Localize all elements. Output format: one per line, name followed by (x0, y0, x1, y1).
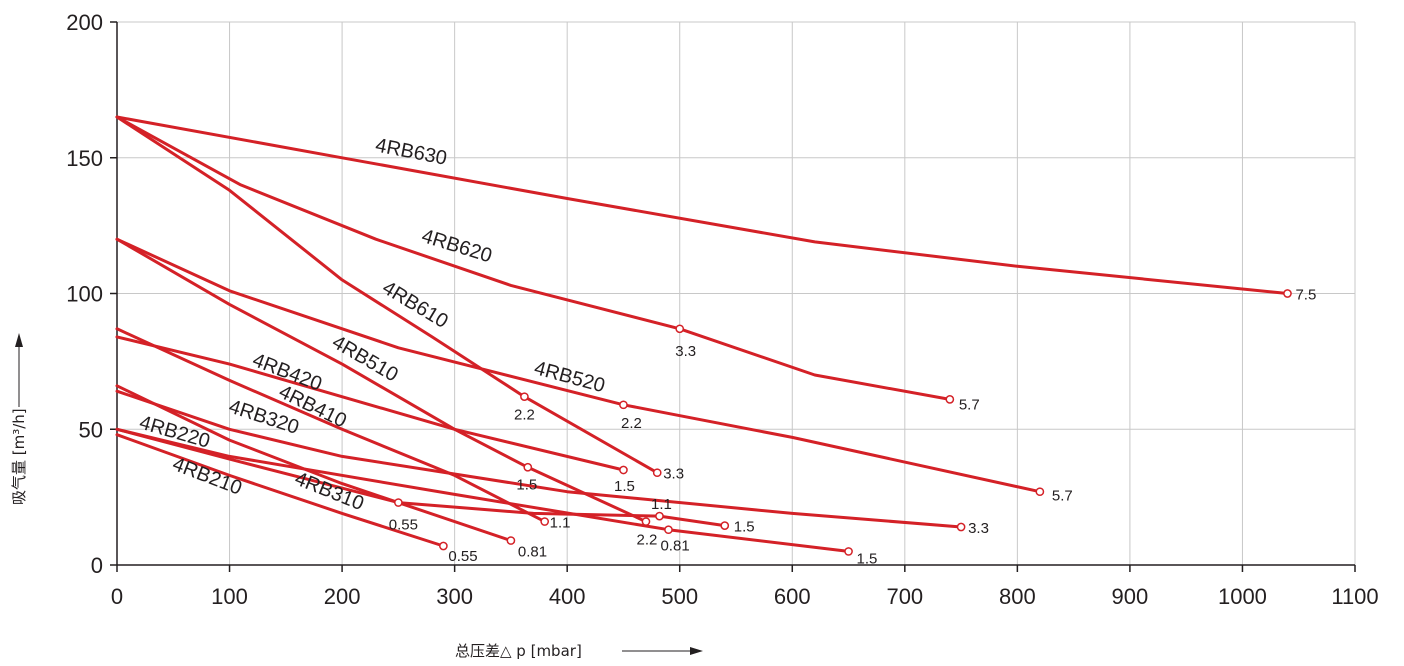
data-point-label: 2.2 (621, 415, 642, 432)
y-tick-label: 0 (91, 553, 103, 578)
data-point-marker (956, 522, 966, 532)
x-tick-label: 200 (324, 584, 361, 609)
x-tick-label: 1100 (1331, 584, 1378, 609)
y-axis-title-group: 吸气量 [m³/h] (10, 333, 28, 505)
data-point-label: 2.2 (637, 532, 658, 549)
y-axis-arrow-head (15, 333, 23, 347)
data-point-marker (540, 517, 550, 526)
series-line-4RB610 (115, 115, 659, 475)
series-line-4RB320 (115, 389, 963, 529)
series-line-4RB220 (115, 427, 727, 528)
x-axis-title: 总压差△ p [mbar] (455, 642, 582, 660)
data-point-label: 1.5 (516, 476, 537, 493)
data-point-marker (945, 395, 955, 404)
data-point-marker (664, 525, 673, 535)
x-tick-label: 100 (211, 584, 248, 609)
data-point-marker (1035, 487, 1045, 497)
data-point-label: 3.3 (675, 343, 696, 360)
x-axis-arrow-head (690, 647, 703, 655)
data-point-marker (619, 400, 628, 410)
data-point-marker (652, 468, 662, 478)
data-point-marker (520, 392, 529, 402)
data-point-marker (506, 536, 516, 545)
data-point-label: 2.2 (514, 407, 535, 424)
data-point-label: 1.5 (614, 478, 635, 495)
x-tick-label: 600 (774, 584, 811, 609)
tick-labels: 0 100 200 300 400 500 600 700 800 900 1000 1100 0 50 1… (66, 10, 1378, 609)
x-tick-label: 700 (886, 584, 923, 609)
data-point-label: 3.3 (663, 466, 684, 483)
series-line-4RB310 (115, 384, 513, 543)
data-point-label: 7.5 (1295, 287, 1316, 304)
data-point-label: 1.5 (857, 550, 878, 567)
data-point-label: 0.55 (448, 548, 477, 565)
series-line-4RB510 (115, 237, 648, 524)
data-point-marker (655, 511, 664, 521)
x-tick-label: 800 (999, 584, 1036, 609)
axes (110, 21, 1356, 572)
data-point-label: 1.1 (550, 515, 571, 532)
data-point-label: 0.81 (518, 544, 547, 561)
y-tick-label: 150 (66, 146, 103, 171)
x-tick-label: 0 (111, 584, 123, 609)
series-label: 4RB620 (419, 225, 495, 267)
series-line-4RB630 (115, 115, 1289, 295)
series-line-unnamed (115, 427, 850, 553)
data-point-marker (1283, 289, 1292, 298)
x-tick-label: 400 (549, 584, 586, 609)
data-point-marker (641, 517, 651, 526)
series-line-4RB210 (115, 433, 445, 548)
data-point-marker (619, 465, 628, 475)
data-point-marker (720, 521, 730, 530)
y-tick-label: 50 (79, 417, 103, 442)
data-point-marker (675, 324, 685, 334)
series-line-4RB520 (115, 237, 1042, 494)
data-point-marker (844, 547, 853, 556)
data-point-label: 0.55 (389, 517, 418, 534)
series-line-4RB420 (115, 335, 625, 472)
y-axis-title: 吸气量 [m³/h] (10, 408, 28, 505)
data-point-label: 5.7 (1052, 488, 1073, 505)
x-tick-label: 300 (436, 584, 473, 609)
series-markers (394, 289, 1292, 556)
data-point-marker (394, 498, 403, 507)
grid (117, 21, 1356, 565)
data-point-label: 1.1 (651, 496, 672, 513)
data-point-marker (439, 541, 448, 551)
x-tick-label: 1000 (1218, 584, 1267, 609)
data-point-label: 3.3 (968, 520, 989, 537)
y-tick-label: 200 (66, 10, 103, 35)
data-point-label: 1.5 (734, 519, 755, 536)
data-point-marker (523, 462, 533, 472)
y-tick-label: 100 (66, 282, 103, 307)
x-tick-label: 500 (661, 584, 698, 609)
data-point-label: 0.81 (660, 538, 689, 555)
series-lines (115, 115, 1289, 553)
series-line-4RB620 (115, 115, 952, 401)
series-line-4RB410 (115, 327, 547, 524)
x-tick-label: 900 (1112, 584, 1149, 609)
data-point-label: 5.7 (959, 396, 980, 413)
